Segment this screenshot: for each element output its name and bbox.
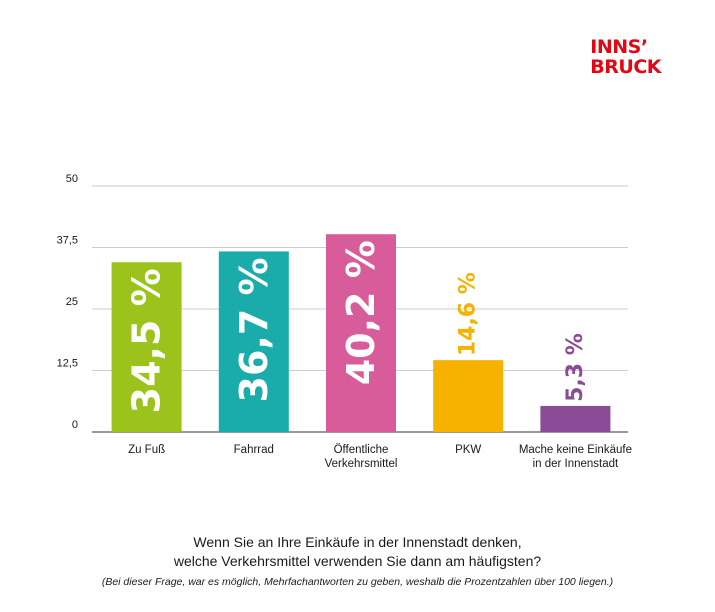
bar <box>111 262 182 432</box>
category-label: in der Innenstadt <box>533 458 619 470</box>
bar-chart: 0 12,5 25 37,5 50 34,5 % Zu Fuß 36,7 % Fahrrad 40… <box>57 173 632 470</box>
y-tick-label: 50 <box>66 173 78 185</box>
category-label: PKW <box>455 444 481 456</box>
footnote: (Bei dieser Frage, war es möglich, Mehrf… <box>101 576 614 588</box>
bar-value-label: 40,2 % <box>339 240 383 385</box>
bar <box>540 405 611 432</box>
logo-line-2: BRUCK <box>590 56 661 78</box>
innsbruck-logo: INNS’ BRUCK <box>590 37 661 77</box>
bar <box>433 360 504 432</box>
bar <box>218 251 289 432</box>
category-label: Verkehrsmittel <box>325 458 398 470</box>
logo-line-1: INNS’ <box>590 36 648 58</box>
y-tick-label: 12,5 <box>57 358 78 370</box>
y-tick-label: 25 <box>66 296 78 308</box>
category-label: Zu Fuß <box>128 444 165 456</box>
category-label: Mache keine Einkäufe <box>519 444 632 456</box>
bar-value-label: 14,6 % <box>456 272 481 356</box>
survey-question: Wenn Sie an Ihre Einkäufe in der Innenst… <box>0 533 715 571</box>
category-label: Fahrrad <box>234 444 274 456</box>
bar-value-label: 36,7 % <box>232 257 276 402</box>
category-label: Öffentliche <box>334 444 389 456</box>
bar <box>326 234 396 432</box>
bar-value-label: 5,3 % <box>563 333 588 402</box>
question-line-1: Wenn Sie an Ihre Einkäufe in der Innenst… <box>193 534 522 550</box>
y-tick-label: 0 <box>72 419 78 431</box>
y-tick-label: 37,5 <box>57 235 78 247</box>
question-line-2: welche Verkehrsmittel verwenden Sie dann… <box>173 553 542 569</box>
bar-value-label: 34,5 % <box>125 268 169 413</box>
